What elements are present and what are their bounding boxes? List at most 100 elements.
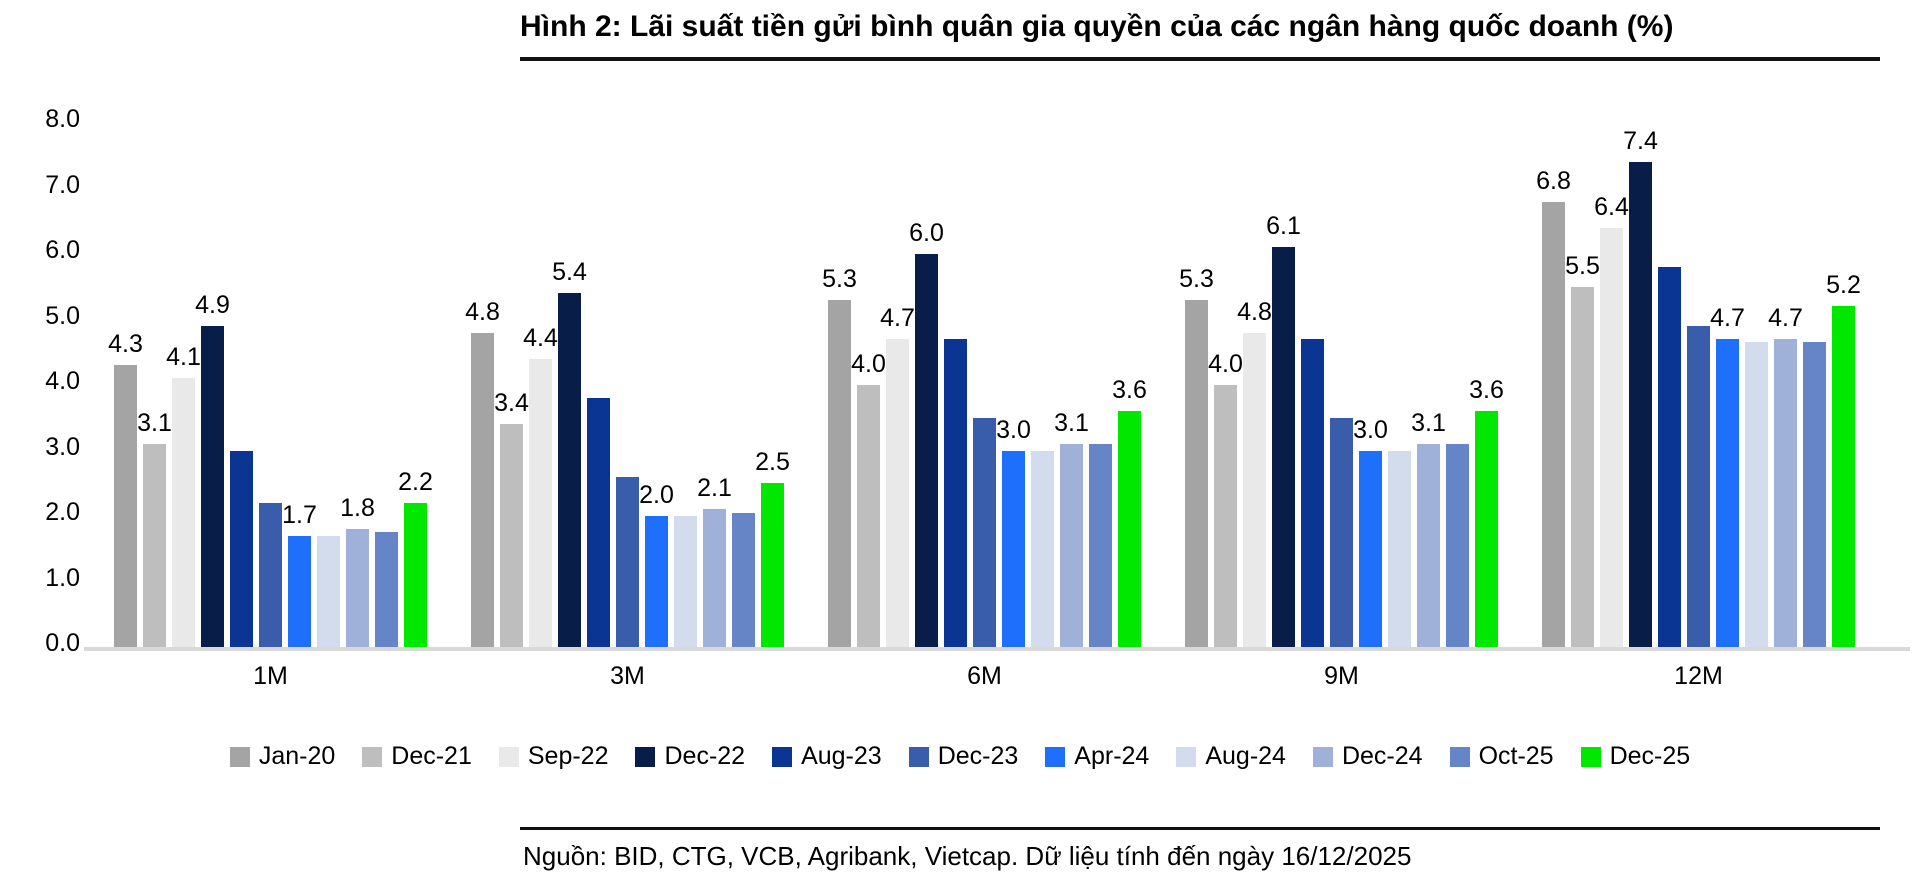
- x-axis-line: [84, 647, 1910, 651]
- legend-swatch-icon: [1045, 746, 1066, 767]
- bar-aug-23-9m: [1301, 339, 1324, 647]
- bar-value-label: 2.5: [755, 448, 790, 477]
- legend-swatch-icon: [908, 746, 929, 767]
- legend-swatch-icon: [1312, 746, 1333, 767]
- bar-value-label: 1.7: [282, 500, 317, 529]
- bar-dec-24-3m: [703, 509, 726, 647]
- bar-jan-20-6m: [828, 299, 851, 647]
- bar-dec-24-6m: [1060, 443, 1083, 647]
- y-axis-tick-label: 0.0: [45, 629, 80, 657]
- bar-aug-24-1m: [317, 535, 340, 647]
- legend-swatch-icon: [229, 746, 250, 767]
- legend-swatch-icon: [362, 746, 383, 767]
- bar-value-label: 3.1: [1411, 408, 1446, 437]
- legend-label: Aug-23: [801, 742, 882, 770]
- bar-dec-21-9m: [1214, 385, 1237, 647]
- x-axis-category-label: 9M: [1324, 662, 1359, 690]
- bar-sep-22-9m: [1243, 332, 1266, 647]
- bar-value-label: 4.9: [195, 291, 230, 320]
- bar-sep-22-3m: [529, 358, 552, 647]
- bar-dec-23-3m: [616, 476, 639, 647]
- bar-oct-25-9m: [1446, 443, 1469, 647]
- bar-dec-25-3m: [761, 483, 784, 647]
- bar-dec-22-9m: [1272, 247, 1295, 647]
- bar-dec-25-6m: [1118, 411, 1141, 647]
- bar-value-label: 5.2: [1826, 271, 1861, 300]
- bar-value-label: 2.0: [639, 481, 674, 509]
- legend-label: Sep-22: [527, 742, 609, 770]
- legend-swatch-icon: [635, 746, 656, 767]
- legend-swatch-icon: [1580, 746, 1601, 767]
- legend-item-dec-23: Dec-23: [908, 742, 1019, 771]
- bar-aug-23-6m: [944, 339, 967, 647]
- bar-dec-23-12m: [1687, 326, 1710, 647]
- bar-apr-24-6m: [1002, 450, 1025, 647]
- legend-label: Aug-24: [1205, 742, 1286, 770]
- bar-aug-24-9m: [1388, 450, 1411, 647]
- bar-value-label: 4.3: [108, 330, 143, 359]
- bar-jan-20-12m: [1542, 201, 1565, 647]
- y-axis-tick-label: 1.0: [45, 563, 80, 592]
- bar-value-label: 4.0: [851, 350, 886, 378]
- legend-swatch-icon: [772, 746, 793, 767]
- y-axis-tick-label: 2.0: [45, 498, 80, 526]
- legend-item-dec-21: Dec-21: [362, 742, 472, 771]
- bar-dec-21-1m: [143, 443, 166, 647]
- bar-dec-23-1m: [259, 502, 282, 647]
- bar-value-label: 4.8: [465, 297, 500, 326]
- source-note: Nguồn: BID, CTG, VCB, Agribank, Vietcap.…: [523, 841, 1412, 871]
- legend-label: Jan-20: [258, 742, 336, 770]
- bar-oct-25-6m: [1089, 443, 1112, 647]
- bar-dec-23-6m: [973, 417, 996, 647]
- y-axis-tick-label: 8.0: [45, 105, 80, 133]
- bar-value-label: 4.7: [880, 304, 915, 333]
- bar-aug-23-12m: [1658, 267, 1681, 647]
- bar-value-label: 5.3: [822, 264, 857, 293]
- bar-oct-25-3m: [732, 512, 755, 647]
- bar-sep-22-12m: [1600, 227, 1623, 647]
- x-axis-category-label: 12M: [1674, 662, 1723, 690]
- bar-value-label: 7.4: [1623, 127, 1658, 156]
- bar-value-label: 4.1: [166, 343, 201, 372]
- bar-value-label: 6.4: [1594, 192, 1629, 221]
- bar-value-label: 5.4: [552, 258, 587, 287]
- legend-item-aug-24: Aug-24: [1176, 742, 1286, 771]
- bar-dec-25-9m: [1475, 411, 1498, 647]
- legend-item-apr-24: Apr-24: [1045, 742, 1149, 771]
- bar-value-label: 6.1: [1266, 212, 1301, 241]
- legend-label: Dec-22: [664, 742, 746, 770]
- legend-label: Dec-23: [937, 742, 1019, 770]
- bar-dec-22-6m: [915, 254, 938, 647]
- y-axis-tick-label: 4.0: [45, 367, 80, 395]
- x-axis-category-label: 6M: [967, 662, 1002, 690]
- legend-swatch-icon: [498, 746, 519, 767]
- bar-value-label: 4.7: [1710, 304, 1745, 333]
- legend-swatch-icon: [1176, 746, 1197, 767]
- bar-apr-24-3m: [645, 516, 668, 647]
- bar-value-label: 3.6: [1469, 376, 1504, 405]
- bar-value-label: 3.0: [996, 415, 1031, 444]
- legend-swatch-icon: [1449, 746, 1470, 767]
- legend-item-sep-22: Sep-22: [498, 742, 609, 771]
- bar-value-label: 4.7: [1768, 304, 1803, 333]
- bar-oct-25-1m: [375, 532, 398, 647]
- bar-dec-25-12m: [1832, 306, 1855, 647]
- bar-value-label: 2.1: [697, 474, 732, 503]
- chart-title: Hình 2: Lãi suất tiền gửi bình quân gia …: [520, 10, 1674, 43]
- bar-dec-24-1m: [346, 529, 369, 647]
- bar-value-label: 1.8: [340, 494, 375, 523]
- bar-oct-25-12m: [1803, 342, 1826, 647]
- bar-apr-24-12m: [1716, 339, 1739, 647]
- bar-value-label: 3.1: [1054, 408, 1089, 437]
- bar-value-label: 5.5: [1565, 251, 1600, 280]
- bar-value-label: 6.8: [1536, 166, 1571, 195]
- y-axis-tick-label: 6.0: [45, 236, 80, 264]
- bar-dec-21-6m: [857, 385, 880, 647]
- bar-value-label: 4.8: [1237, 297, 1272, 326]
- bar-dec-21-12m: [1571, 286, 1594, 647]
- bar-dec-24-12m: [1774, 339, 1797, 647]
- bar-value-label: 3.0: [1353, 415, 1388, 444]
- bar-value-label: 6.0: [909, 219, 944, 247]
- y-axis-tick-label: 7.0: [45, 170, 80, 199]
